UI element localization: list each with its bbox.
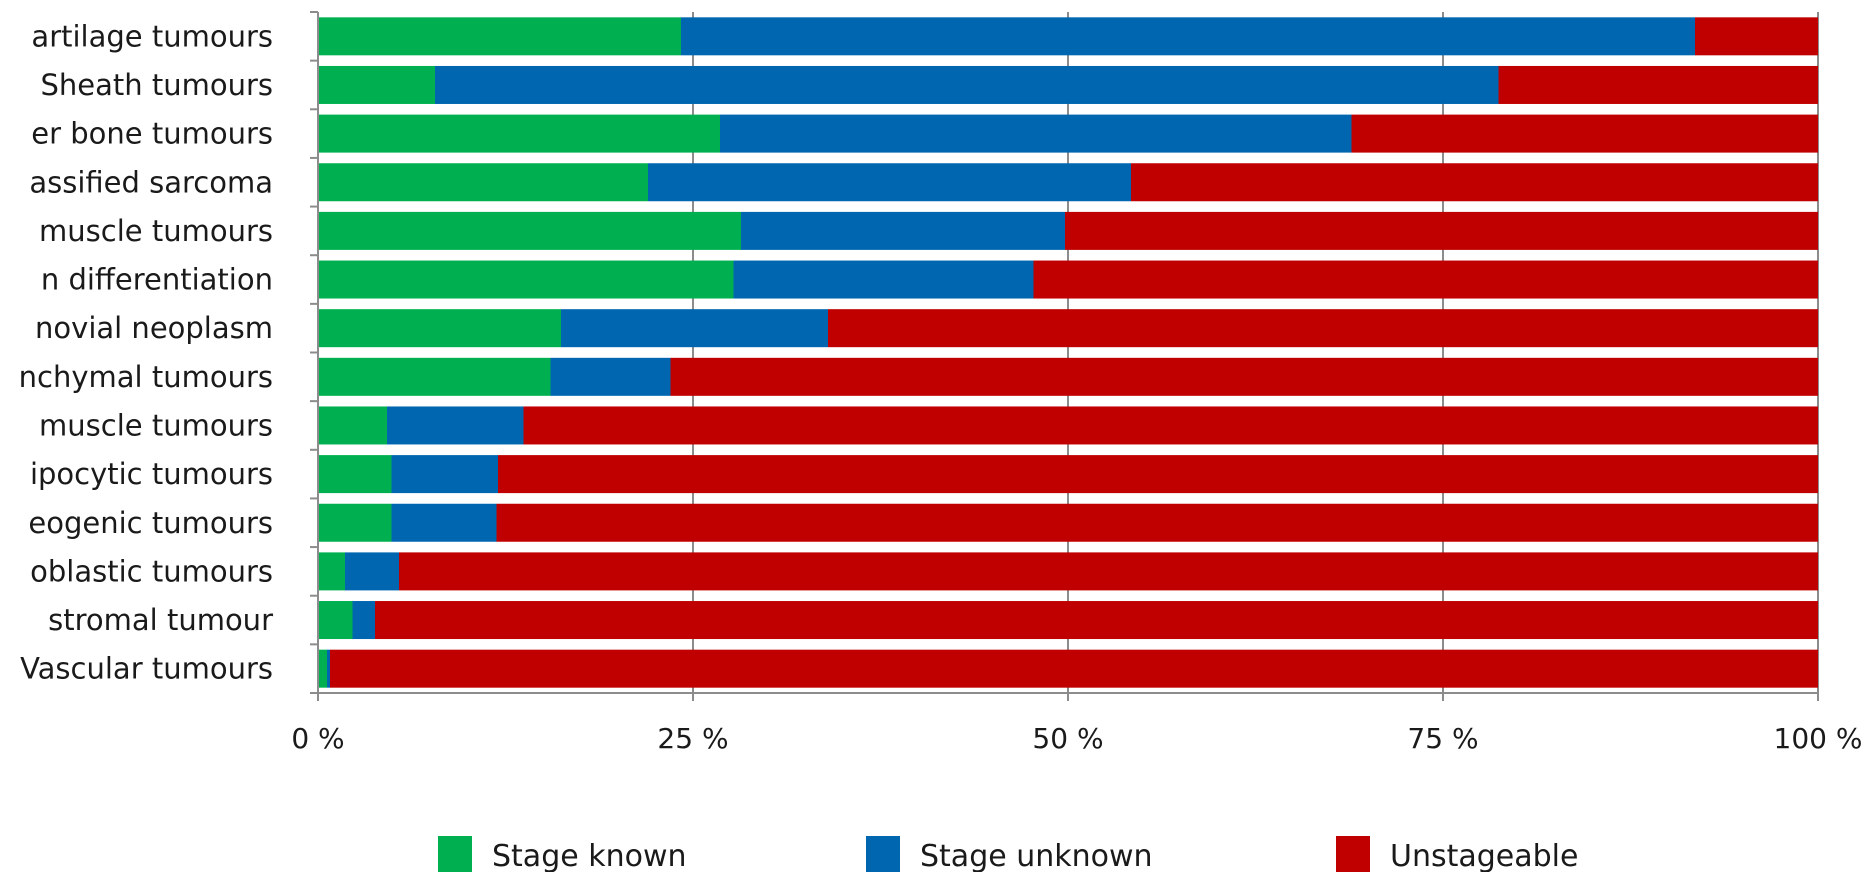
bar-segment xyxy=(561,309,828,348)
x-tick-label: 75 % xyxy=(1407,722,1478,755)
category-label: eogenic tumours xyxy=(28,506,273,540)
bar-segment xyxy=(741,211,1065,250)
axes xyxy=(310,11,1819,701)
bar-segment xyxy=(318,503,392,542)
category-label: novial neoplasm xyxy=(35,311,273,345)
bar-segment xyxy=(318,649,327,688)
category-label: er bone tumours xyxy=(31,117,273,151)
bar-segment xyxy=(550,357,671,396)
bar-segment xyxy=(733,260,1034,299)
category-label: Sheath tumours xyxy=(40,68,273,102)
bar-segment xyxy=(1695,17,1818,56)
bar-segment xyxy=(318,552,345,591)
bars xyxy=(318,17,1818,688)
x-tick-label: 25 % xyxy=(657,722,728,755)
bar-segment xyxy=(387,406,524,445)
bar-segment xyxy=(318,17,681,56)
bar-segment xyxy=(318,114,720,153)
legend-swatch xyxy=(438,836,472,872)
legend-label: Unstageable xyxy=(1390,839,1578,872)
bar-segment xyxy=(318,406,387,445)
bar-segment xyxy=(318,357,551,396)
legend-label: Stage known xyxy=(492,839,687,872)
bar-segment xyxy=(352,601,375,640)
bar-segment xyxy=(1498,65,1818,104)
category-label: oblastic tumours xyxy=(30,554,273,588)
bar-segment xyxy=(318,455,392,494)
legend-swatch xyxy=(866,836,900,872)
category-label: stromal tumour xyxy=(48,603,273,637)
bar-segment xyxy=(399,552,1818,591)
bar-segment xyxy=(330,649,1818,688)
bar-segment xyxy=(345,552,399,591)
bar-segment xyxy=(496,503,1818,542)
bar-segment xyxy=(318,309,561,348)
legend: Stage known Stage unknown Unstageable xyxy=(438,836,1578,872)
bar-segment xyxy=(648,163,1131,202)
category-label: n differentiation xyxy=(41,263,273,297)
bar-segment xyxy=(318,211,741,250)
bar-segment xyxy=(498,455,1818,494)
category-label: nchymal tumours xyxy=(19,360,273,394)
gridlines xyxy=(692,12,1819,693)
category-label: ipocytic tumours xyxy=(30,457,273,491)
bar-segment xyxy=(828,309,1818,348)
category-label: Vascular tumours xyxy=(20,652,273,686)
category-label: muscle tumours xyxy=(39,408,273,442)
bar-segment xyxy=(681,17,1695,56)
x-tick-labels: 0 % 25 % 50 % 75 % 100 % xyxy=(291,722,1862,755)
bar-segment xyxy=(670,357,1818,396)
bar-segment xyxy=(391,503,497,542)
legend-swatch xyxy=(1336,836,1370,872)
x-tick-label: 100 % xyxy=(1774,722,1863,755)
bar-segment xyxy=(523,406,1818,445)
bar-segment xyxy=(391,455,498,494)
x-tick-label: 0 % xyxy=(291,722,344,755)
bar-segment xyxy=(1033,260,1818,299)
category-labels: artilage tumours Sheath tumours er bone tu… xyxy=(19,19,273,685)
bar-segment xyxy=(318,65,435,104)
bar-segment xyxy=(318,163,648,202)
bar-segment xyxy=(720,114,1352,153)
bar-segment xyxy=(435,65,1499,104)
category-label: artilage tumours xyxy=(31,19,273,53)
bar-segment xyxy=(318,260,734,299)
bar-segment xyxy=(375,601,1818,640)
bar-segment xyxy=(327,649,330,688)
bar-segment xyxy=(1131,163,1818,202)
bar-segment xyxy=(1351,114,1818,153)
bar-segment xyxy=(1065,211,1818,250)
category-label: muscle tumours xyxy=(39,214,273,248)
x-tick-label: 50 % xyxy=(1032,722,1103,755)
category-label: assified sarcoma xyxy=(29,165,273,199)
bar-segment xyxy=(318,601,353,640)
legend-label: Stage unknown xyxy=(920,839,1153,872)
